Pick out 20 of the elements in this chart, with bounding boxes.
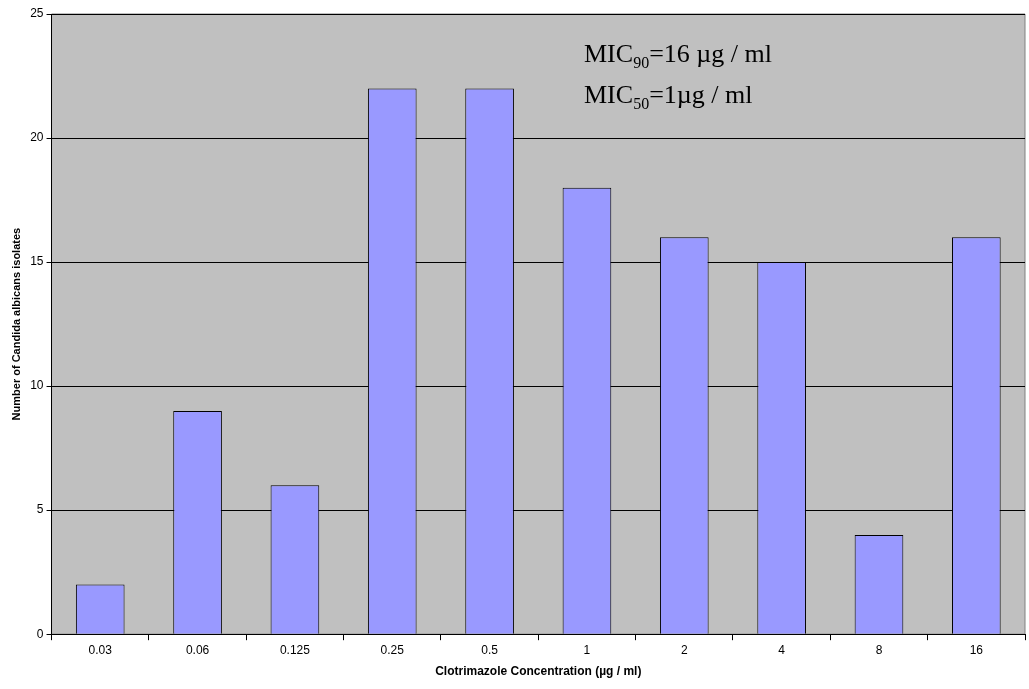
x-tick-label: 16 bbox=[969, 642, 984, 657]
x-tick-label: 8 bbox=[875, 642, 883, 657]
annotation: MIC$_{90}$=16 µg / ml bbox=[584, 38, 772, 74]
y-tick-label: 15 bbox=[30, 254, 44, 269]
x-tick-label: 4 bbox=[778, 642, 786, 657]
x-tick-label: 0.03 bbox=[88, 642, 113, 657]
y-tick-label: 10 bbox=[30, 378, 44, 393]
x-tick-label: 1 bbox=[583, 642, 591, 657]
x-tick-label: 0.06 bbox=[185, 642, 210, 657]
y-tick-label: 5 bbox=[36, 502, 44, 517]
y-tick-label: 20 bbox=[30, 130, 44, 145]
y-tick-label: 0 bbox=[36, 626, 44, 641]
y-tick-label: 25 bbox=[30, 6, 44, 21]
x-axis-title: Clotrimazole Concentration (µg / ml) bbox=[435, 664, 642, 679]
x-tick-label: 0.125 bbox=[279, 642, 311, 657]
annotation: MIC$_{50}$=1µg / ml bbox=[584, 79, 754, 115]
x-tick-label: 0.25 bbox=[380, 642, 405, 657]
x-tick-label: 0.5 bbox=[481, 642, 499, 657]
x-tick-label: 2 bbox=[680, 642, 688, 657]
y-axis-title: Number of Candida albicans isolates bbox=[9, 227, 22, 421]
